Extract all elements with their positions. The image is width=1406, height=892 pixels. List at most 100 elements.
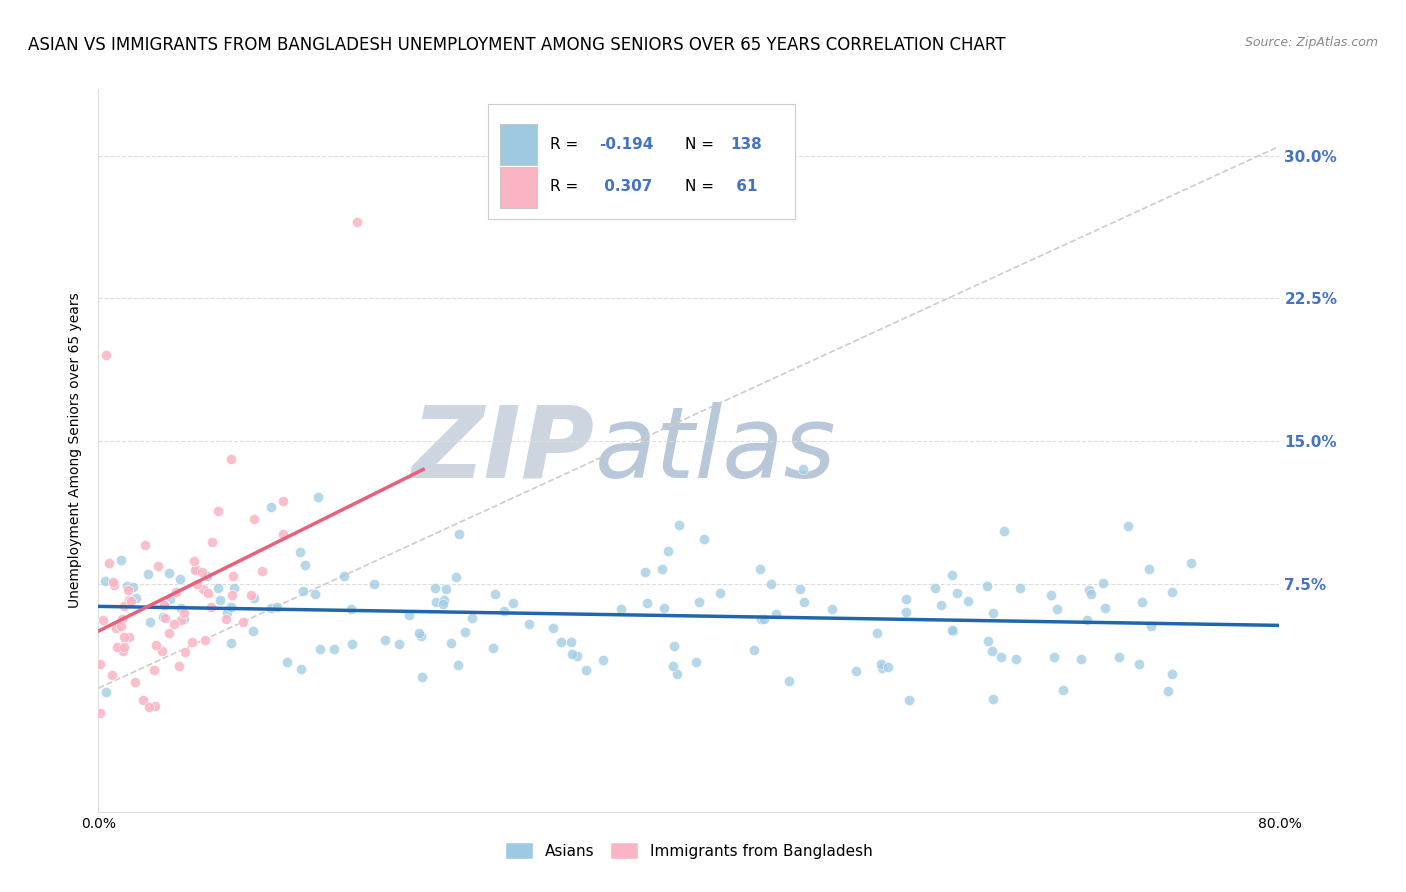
Point	[792, 462, 814, 476]
Point	[956, 594, 979, 608]
Point	[821, 602, 844, 616]
Point	[121, 594, 143, 608]
Point	[89, 657, 111, 672]
Point	[215, 612, 238, 626]
Point	[91, 613, 114, 627]
Point	[778, 674, 800, 689]
Point	[634, 565, 657, 579]
Point	[793, 595, 815, 609]
Point	[561, 647, 583, 661]
Legend: Asians, Immigrants from Bangladesh: Asians, Immigrants from Bangladesh	[499, 836, 879, 865]
Point	[666, 666, 689, 681]
Point	[789, 582, 811, 597]
Point	[242, 624, 264, 638]
Point	[662, 659, 685, 673]
Point	[157, 626, 180, 640]
Point	[517, 617, 540, 632]
Point	[186, 562, 208, 576]
Point	[110, 618, 132, 632]
Point	[143, 698, 166, 713]
Point	[112, 640, 135, 655]
Point	[125, 591, 148, 605]
Point	[219, 636, 242, 650]
Point	[446, 570, 468, 584]
Point	[1078, 582, 1101, 597]
Point	[484, 587, 506, 601]
Point	[105, 640, 128, 654]
Point	[1070, 652, 1092, 666]
Point	[436, 582, 458, 596]
Point	[749, 562, 772, 576]
Point	[207, 581, 229, 595]
Point	[240, 588, 263, 602]
Point	[870, 657, 893, 672]
Point	[1116, 519, 1139, 533]
Point	[502, 596, 524, 610]
Point	[411, 670, 433, 684]
Point	[219, 600, 242, 615]
Point	[150, 644, 173, 658]
Text: ZIP: ZIP	[412, 402, 595, 499]
Point	[207, 504, 229, 518]
Point	[131, 692, 153, 706]
Point	[122, 580, 145, 594]
Point	[153, 597, 176, 611]
Point	[209, 593, 232, 607]
Point	[845, 664, 868, 678]
Point	[1180, 556, 1202, 570]
Point	[494, 604, 516, 618]
Point	[1046, 602, 1069, 616]
Point	[243, 512, 266, 526]
Point	[322, 642, 344, 657]
Point	[575, 663, 598, 677]
Point	[941, 568, 963, 582]
Point	[688, 595, 710, 609]
Point	[271, 493, 294, 508]
Point	[897, 693, 920, 707]
Point	[1052, 682, 1074, 697]
Point	[110, 553, 132, 567]
Point	[657, 544, 679, 558]
Point	[292, 583, 315, 598]
Point	[1076, 613, 1098, 627]
Point	[447, 658, 470, 673]
Point	[1161, 666, 1184, 681]
Point	[308, 642, 330, 657]
Point	[664, 639, 686, 653]
Point	[170, 613, 193, 627]
Point	[592, 652, 614, 666]
Point	[294, 558, 316, 573]
Point	[145, 638, 167, 652]
Point	[346, 215, 368, 229]
Point	[363, 577, 385, 591]
Point	[374, 633, 396, 648]
Point	[266, 599, 288, 614]
Point	[273, 526, 295, 541]
Point	[173, 612, 195, 626]
Text: Source: ZipAtlas.com: Source: ZipAtlas.com	[1244, 36, 1378, 49]
Point	[124, 675, 146, 690]
Point	[454, 624, 477, 639]
Point	[693, 532, 716, 546]
Point	[439, 636, 461, 650]
Point	[945, 586, 967, 600]
Point	[872, 661, 894, 675]
Point	[157, 566, 180, 580]
Point	[668, 517, 690, 532]
Point	[183, 563, 205, 577]
Point	[170, 601, 193, 615]
Point	[139, 615, 162, 629]
Point	[990, 650, 1012, 665]
Point	[183, 554, 205, 568]
Text: ASIAN VS IMMIGRANTS FROM BANGLADESH UNEMPLOYMENT AMONG SENIORS OVER 65 YEARS COR: ASIAN VS IMMIGRANTS FROM BANGLADESH UNEM…	[28, 36, 1005, 54]
Point	[1040, 588, 1063, 602]
Point	[118, 592, 141, 607]
Point	[89, 706, 111, 720]
Point	[929, 599, 952, 613]
Point	[765, 607, 787, 621]
Point	[138, 566, 160, 581]
Point	[1137, 562, 1160, 576]
Point	[759, 576, 782, 591]
Point	[425, 595, 447, 609]
Point	[142, 664, 165, 678]
